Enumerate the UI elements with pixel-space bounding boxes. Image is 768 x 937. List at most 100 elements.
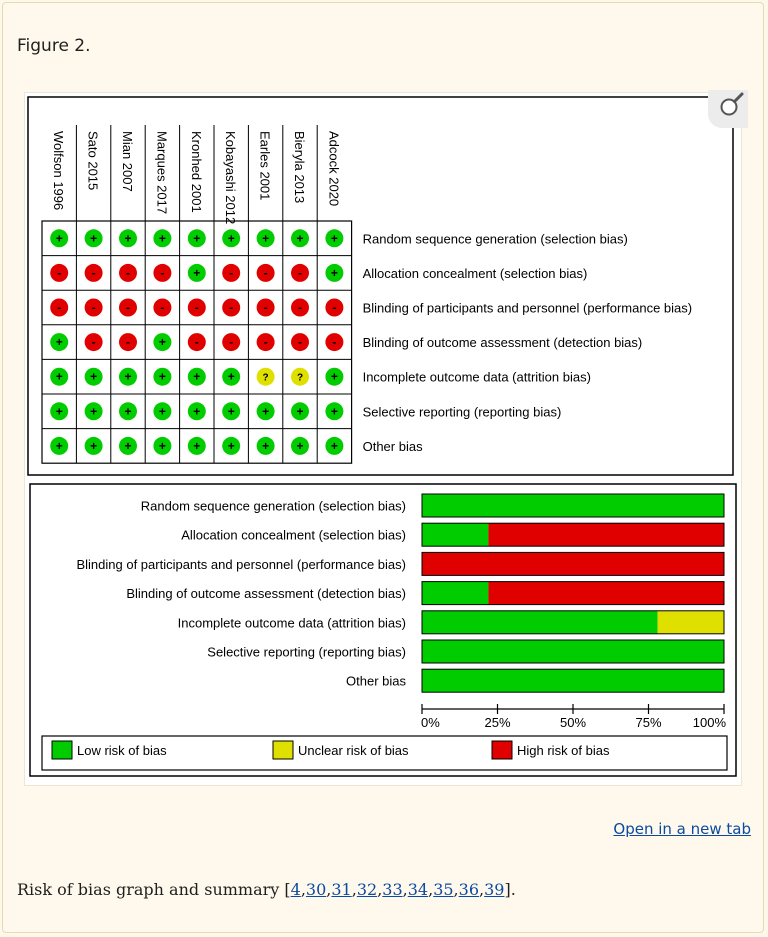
x-axis-tick-label: 75% (635, 715, 661, 730)
judgement-symbol: - (92, 266, 96, 280)
judgement-symbol: - (298, 266, 302, 280)
reference-link[interactable]: 31 (331, 880, 352, 899)
open-in-new-tab-link[interactable]: Open in a new tab (613, 820, 751, 838)
judgement-symbol: + (228, 231, 235, 245)
x-axis-tick-label: 25% (484, 715, 510, 730)
judgement-dot (50, 263, 69, 282)
judgement-symbol: + (331, 404, 338, 418)
legend-box (41, 735, 728, 771)
reference-link[interactable]: 4 (290, 880, 301, 899)
judgement-symbol: + (262, 439, 269, 453)
x-axis-tick-label: 0% (421, 715, 440, 730)
study-label: Marques 2017 (154, 131, 169, 214)
judgement-symbol: - (57, 301, 61, 315)
judgement-symbol: + (331, 439, 338, 453)
bar-segment (488, 581, 724, 605)
magnifier-icon[interactable] (708, 90, 748, 128)
judgement-dot (153, 367, 172, 386)
judgement-symbol: - (264, 266, 268, 280)
judgement-symbol: + (331, 266, 338, 280)
bar-segment (422, 581, 489, 605)
judgement-symbol: + (331, 231, 338, 245)
judgement-symbol: + (56, 404, 63, 418)
reference-link[interactable]: 36 (458, 880, 479, 899)
x-axis-tick-label: 50% (560, 715, 586, 730)
bar-category-label: Allocation concealment (selection bias) (181, 528, 406, 543)
judgement-symbol: + (262, 231, 269, 245)
judgement-dot (256, 263, 275, 282)
judgement-symbol: + (90, 439, 97, 453)
judgement-symbol: + (124, 370, 131, 384)
judgement-symbol: + (193, 439, 200, 453)
judgement-dot (187, 263, 206, 282)
judgement-dot (187, 229, 206, 248)
judgement-symbol: + (56, 439, 63, 453)
judgement-dot (325, 436, 344, 455)
judgement-dot (187, 298, 206, 317)
judgement-symbol: + (124, 439, 131, 453)
bar-segment (422, 610, 658, 634)
study-label: Adcock 2020 (326, 131, 341, 206)
caption-end: ]. (504, 880, 516, 899)
judgement-dot (222, 263, 241, 282)
judgement-symbol: + (193, 370, 200, 384)
judgement-symbol: + (124, 404, 131, 418)
judgement-dot (119, 402, 137, 421)
judgement-symbol: - (57, 266, 61, 280)
reference-link[interactable]: 30 (305, 880, 327, 899)
judgement-dot (119, 263, 137, 282)
risk-of-bias-figure: Wolfson 1996 Sato 2015 Mian 2007 Marques 20… (27, 96, 737, 777)
reference-link[interactable]: 34 (407, 880, 429, 899)
judgement-symbol: + (193, 266, 200, 280)
legend-swatch (51, 740, 73, 760)
judgement-dot (119, 333, 137, 352)
judgement-dot (291, 298, 309, 317)
judgement-symbol: - (332, 301, 336, 315)
judgement-dot (50, 298, 69, 317)
judgement-symbol: - (264, 301, 268, 315)
bar-outline (421, 551, 725, 576)
judgement-symbol: - (264, 335, 268, 349)
judgement-dot (50, 402, 69, 421)
domain-label: Blinding of outcome assessment (detectio… (363, 335, 643, 350)
bar-category-label: Random sequence generation (selection bi… (141, 499, 406, 514)
judgement-symbol: + (56, 370, 63, 384)
judgement-dot (291, 436, 309, 455)
domain-label: Random sequence generation (selection bi… (363, 231, 628, 246)
judgement-dot (222, 333, 241, 352)
judgement-symbol: + (262, 404, 269, 418)
judgement-dot (84, 298, 103, 317)
bar-outline (421, 610, 725, 635)
reference-link[interactable]: 39 (484, 880, 505, 899)
judgement-dot (325, 402, 344, 421)
reference-link[interactable]: 35 (433, 880, 454, 899)
judgement-symbol: ? (297, 373, 303, 384)
judgement-dot (119, 298, 137, 317)
judgement-dot (153, 436, 172, 455)
judgement-symbol: - (229, 301, 233, 315)
judgement-dot (291, 333, 309, 352)
judgement-dot (153, 402, 172, 421)
judgement-symbol: + (193, 404, 200, 418)
study-label: Kobayashi 2012 (223, 131, 238, 224)
judgement-symbol: - (92, 335, 96, 349)
judgement-dot (119, 436, 137, 455)
judgement-symbol: + (228, 370, 235, 384)
bar-segment (422, 494, 724, 517)
judgement-dot (84, 367, 103, 386)
judgement-symbol: + (193, 231, 200, 245)
judgement-dot (153, 263, 172, 282)
judgement-dot (187, 402, 206, 421)
domain-label: Allocation concealment (selection bias) (363, 266, 588, 281)
bar-category-label: Other bias (346, 674, 406, 689)
study-label: Earles 2001 (258, 131, 273, 200)
reference-link[interactable]: 32 (356, 880, 378, 899)
study-label: Sato 2015 (86, 131, 101, 190)
judgement-dot (325, 229, 344, 248)
bar-outline (421, 639, 725, 664)
x-axis-tick-label: 100% (693, 715, 727, 730)
judgement-symbol: + (159, 231, 166, 245)
legend-swatch (272, 740, 294, 760)
figure-label: Figure 2. (17, 36, 91, 56)
reference-link[interactable]: 33 (382, 880, 403, 899)
